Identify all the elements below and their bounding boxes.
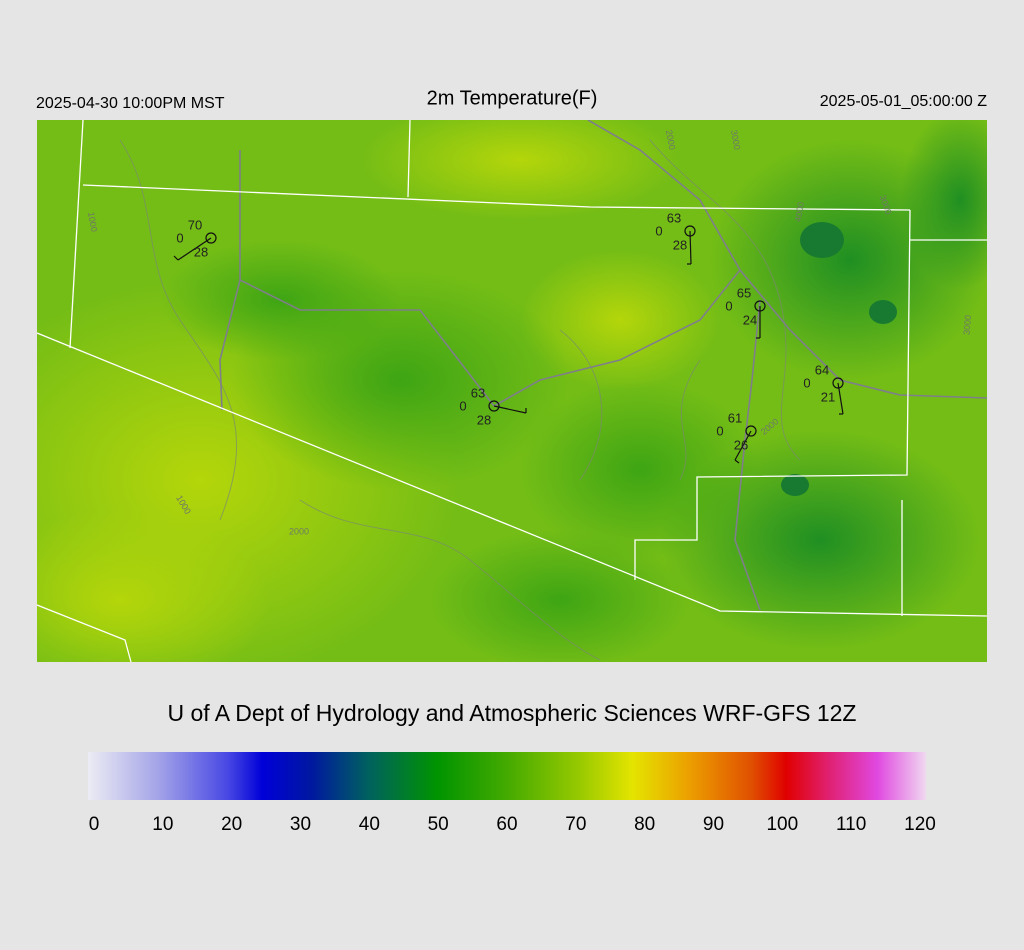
valid-utc-time: 2025-05-01_05:00:00 Z (820, 93, 987, 110)
colorbar-tick-label: 120 (904, 814, 936, 835)
station-wind: 0 (716, 423, 723, 438)
valid-local-time: 2025-04-30 10:00PM MST (36, 95, 225, 112)
wind-barb-tick (734, 459, 740, 464)
station-dewpoint: 26 (734, 437, 748, 452)
station-dewpoint: 28 (477, 412, 491, 427)
contour-label: 2000 (289, 526, 309, 536)
colorbar-tick-label: 100 (766, 814, 798, 835)
credit: U of A Dept of Hydrology and Atmospheric… (167, 700, 856, 726)
station-circle (205, 232, 217, 244)
contour-label: 3000 (729, 129, 742, 150)
colorbar-tick-label: 10 (152, 814, 173, 835)
colorbar-tick-label: 70 (565, 814, 586, 835)
colorbar-scale (88, 752, 926, 800)
station-circle (754, 300, 766, 312)
station-wind: 0 (176, 230, 183, 245)
contour-label: 3000 (962, 315, 974, 336)
colorbar-tick-label: 90 (703, 814, 724, 835)
station-temp: 64 (815, 362, 829, 377)
map-title: 2m Temperature(F) (427, 87, 598, 109)
contour-label: 1000 (86, 211, 99, 232)
station-temp: 65 (737, 285, 751, 300)
wind-barb (177, 237, 212, 261)
colorbar-tick-label: 40 (359, 814, 380, 835)
station-wind: 0 (459, 398, 466, 413)
colorbar-tick-label: 60 (496, 814, 517, 835)
station-temp: 61 (728, 410, 742, 425)
contour-label: 4000 (793, 201, 806, 222)
station-dewpoint: 28 (673, 237, 687, 252)
contour-label: 2000 (664, 129, 677, 150)
station-wind: 0 (655, 223, 662, 238)
colorbar-tick-label: 0 (89, 814, 100, 835)
station-temp: 70 (188, 217, 202, 232)
colorbar-tick-label: 30 (290, 814, 311, 835)
station-circle (832, 377, 844, 389)
colorbar-tick-label: 50 (428, 814, 449, 835)
station-temp: 63 (471, 385, 485, 400)
station-circle (745, 425, 757, 437)
station-dewpoint: 28 (194, 244, 208, 259)
station-dewpoint: 24 (743, 312, 757, 327)
colorbar-tick-label: 20 (221, 814, 242, 835)
station-circle (488, 400, 500, 412)
station-dewpoint: 21 (821, 389, 835, 404)
colorbar: 0 10 20 30 40 50 60 70 80 90 100 110 120 (88, 752, 936, 835)
wind-barb-tick (173, 255, 179, 261)
station-circle (684, 225, 696, 237)
station-wind: 0 (725, 298, 732, 313)
colorbar-tick-label: 110 (836, 814, 866, 835)
station-temp: 63 (667, 210, 681, 225)
colorbar-tick-label: 80 (634, 814, 655, 835)
station-wind: 0 (803, 375, 810, 390)
